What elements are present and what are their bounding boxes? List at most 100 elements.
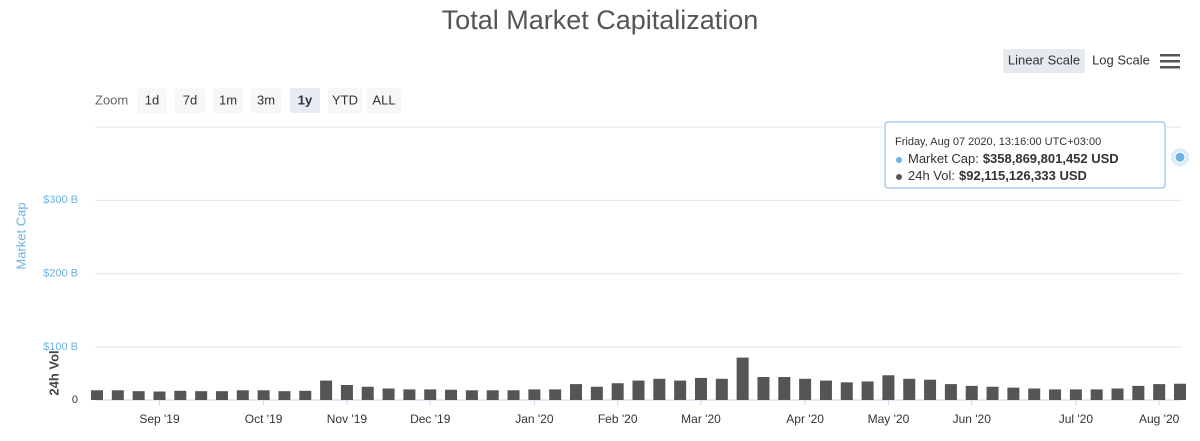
x-tick-label: Feb '20 xyxy=(598,412,638,426)
scale-button[interactable]: Linear Scale xyxy=(1008,52,1080,67)
zoom-button[interactable]: 1d xyxy=(145,92,159,107)
volume-bar xyxy=(986,386,999,400)
y2-axis-title: 24h Vol xyxy=(46,350,61,395)
volume-bar xyxy=(1153,384,1166,400)
volume-bar xyxy=(340,384,353,400)
zoom-button-bg xyxy=(290,88,320,113)
volume-bar xyxy=(153,391,166,400)
x-tick-label: Dec '19 xyxy=(410,412,451,426)
volume-bar xyxy=(861,381,874,400)
volume-bar xyxy=(694,377,707,400)
zoom-button[interactable]: ALL xyxy=(372,92,395,107)
volume-bar xyxy=(91,390,103,400)
x-tick-label: Aug '20 xyxy=(1139,412,1180,426)
volume-bar xyxy=(257,390,270,400)
volume-bar xyxy=(840,382,853,400)
volume-bar xyxy=(1049,389,1062,400)
volume-bar xyxy=(965,385,978,400)
volume-bar xyxy=(320,380,333,400)
volume-bar xyxy=(361,386,374,400)
x-tick-label: Oct '19 xyxy=(245,412,283,426)
volume-bar xyxy=(382,388,395,400)
volume-bar xyxy=(1069,389,1082,400)
volume-bar xyxy=(757,377,770,400)
volume-bar xyxy=(736,357,749,400)
x-tick-label: Mar '20 xyxy=(681,412,721,426)
y-axis-title: Market Cap xyxy=(13,202,28,269)
volume-bar xyxy=(528,389,541,400)
zoom-button[interactable]: 7d xyxy=(183,92,197,107)
volume-bar xyxy=(445,389,458,400)
volume-bar xyxy=(507,390,520,400)
volume-bar xyxy=(611,383,624,400)
tooltip-item: Market Cap: $358,869,801,452 USD xyxy=(908,151,1119,166)
zoom-button[interactable]: 1y xyxy=(298,92,313,107)
volume-bar xyxy=(778,377,791,400)
volume-bar xyxy=(715,378,728,400)
zoom-button-bg xyxy=(328,88,362,113)
hover-point xyxy=(1174,151,1186,163)
volume-bar xyxy=(299,390,312,400)
tooltip-value: $92,115,126,333 USD xyxy=(959,168,1087,183)
scale-button[interactable]: Log Scale xyxy=(1092,52,1150,67)
tooltip-date: Friday, Aug 07 2020, 13:16:00 UTC+03:00 xyxy=(895,136,1101,148)
volume-bar xyxy=(278,391,291,400)
tooltip-bullet xyxy=(896,174,902,180)
volume-bar xyxy=(174,390,187,400)
volume-bar xyxy=(882,375,895,400)
volume-bar xyxy=(111,390,124,400)
y-tick-label: $200 B xyxy=(43,268,78,280)
y-tick-label: $300 B xyxy=(43,194,78,206)
volume-bar xyxy=(1132,385,1145,400)
volume-bar xyxy=(570,384,583,400)
volume-bar xyxy=(1028,388,1041,400)
volume-bar xyxy=(1111,388,1124,400)
volume-bar xyxy=(1174,383,1186,400)
zoom-button[interactable]: YTD xyxy=(332,92,358,107)
y2-tick-label: 0 xyxy=(72,394,78,406)
volume-bar xyxy=(486,390,499,400)
tooltip-box xyxy=(884,121,1166,189)
y-tick-label: $100 B xyxy=(43,341,78,353)
x-tick-label: Jan '20 xyxy=(515,412,554,426)
tooltip-value: $358,869,801,452 USD xyxy=(983,151,1119,166)
volume-bar xyxy=(1090,389,1103,400)
volume-bar xyxy=(215,391,228,400)
volume-bar xyxy=(924,379,937,400)
volume-bar xyxy=(944,384,957,400)
volume-bar xyxy=(1007,387,1020,400)
tooltip-label: Market Cap: xyxy=(908,151,979,166)
x-tick-label: Jul '20 xyxy=(1059,412,1094,426)
x-tick-label: Apr '20 xyxy=(786,412,824,426)
tooltip-label: 24h Vol: xyxy=(908,168,955,183)
chart-title: Total Market Capitalization xyxy=(442,5,759,35)
volume-bar xyxy=(632,380,645,400)
zoom-label: Zoom xyxy=(95,92,128,107)
zoom-button-bg xyxy=(251,88,281,113)
volume-bar xyxy=(653,378,666,400)
volume-bar xyxy=(799,378,812,400)
scale-button-bg xyxy=(1003,49,1085,73)
tooltip-bullet xyxy=(896,157,902,163)
volume-bar xyxy=(465,390,478,400)
volume-bar xyxy=(403,389,416,400)
volume-bar xyxy=(590,386,603,400)
volume-bar xyxy=(195,391,208,400)
x-tick-label: Sep '19 xyxy=(139,412,180,426)
x-tick-label: Jun '20 xyxy=(953,412,992,426)
volume-bar xyxy=(424,389,437,400)
volume-bar xyxy=(674,380,687,400)
zoom-button-bg xyxy=(367,88,401,113)
x-tick-label: Nov '19 xyxy=(327,412,368,426)
menu-icon[interactable] xyxy=(1160,54,1180,69)
volume-bar xyxy=(903,378,916,400)
tooltip-item: 24h Vol: $92,115,126,333 USD xyxy=(908,168,1087,183)
zoom-button-bg xyxy=(213,88,243,113)
zoom-button[interactable]: 1m xyxy=(219,92,237,107)
volume-bar xyxy=(132,391,145,400)
volume-bar xyxy=(549,389,562,400)
zoom-button-bg xyxy=(137,88,167,113)
volume-bar xyxy=(236,390,249,400)
zoom-button[interactable]: 3m xyxy=(257,92,275,107)
